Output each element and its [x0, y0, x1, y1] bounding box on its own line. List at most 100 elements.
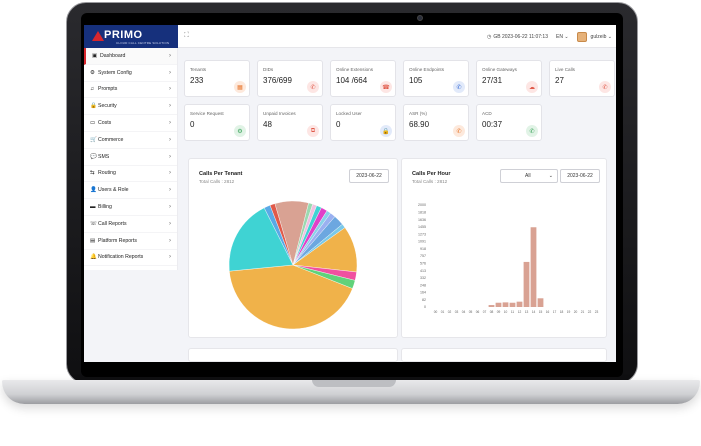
pie-slice[interactable]: [229, 264, 353, 330]
dashboard-icon: ▣: [92, 52, 98, 59]
brand-tagline: CLOUD CALL CENTRE SOLUTION: [116, 41, 170, 45]
x-tick-label: 10: [504, 310, 508, 314]
sidebar-item-commerce[interactable]: 🛒 Commerce ›: [84, 132, 177, 149]
tenant-pie-chart: [228, 200, 358, 330]
stat-card-asr-[interactable]: ASR (%) 68.90 ✆: [403, 104, 469, 141]
hour-bar[interactable]: [502, 302, 509, 307]
clock-icon: ◷: [486, 33, 492, 40]
sidebar-item-label: Users & Role: [98, 187, 129, 194]
card-value: 376/699: [263, 76, 292, 85]
sidebar-item-routing[interactable]: ⇆ Routing ›: [84, 166, 177, 183]
sidebar-item-platform-reports[interactable]: ▤ Platform Reports ›: [84, 233, 177, 250]
sidebar-item-dashboard[interactable]: ▣ Dashboard ›: [84, 48, 177, 65]
sidebar-item-costs[interactable]: ▭ Costs ›: [84, 115, 177, 132]
datetime: GB 2023-06-22 11:07:13: [493, 33, 548, 40]
sidebar-item-security[interactable]: 🔒 Security ›: [84, 98, 177, 116]
hour-bar[interactable]: [523, 261, 530, 307]
x-tick-label: 06: [476, 310, 480, 314]
hour-bar[interactable]: [537, 298, 544, 307]
chevron-right-icon: ›: [169, 69, 171, 76]
x-tick-label: 13: [525, 310, 529, 314]
laptop-base: [2, 380, 700, 404]
y-tick-label: 413: [420, 269, 426, 273]
tenant-date-picker[interactable]: 2023-06-22: [349, 169, 389, 183]
lower-panel-right: [401, 348, 607, 362]
x-tick-label: 19: [567, 310, 571, 314]
sidebar-item-system-config[interactable]: ⚙ System Config ›: [84, 65, 177, 82]
pie-slice[interactable]: [292, 264, 356, 289]
chat-icon: 💬: [90, 153, 97, 160]
card-title: Online Endpoints: [409, 67, 444, 72]
sidebar-item-prompts[interactable]: ♫ Prompts ›: [84, 82, 177, 99]
x-tick-label: 08: [490, 310, 494, 314]
top-bar: PRIMO CLOUD CALL CENTRE SOLUTION ⛶ ◷ GB …: [84, 25, 616, 48]
main-content: Tenants 233 ▦ DIDs 376/699 ✆ Online Extensions…: [178, 48, 616, 362]
x-tick-label: 09: [497, 310, 501, 314]
sidebar-item-label: Security: [98, 103, 117, 110]
hour-bar[interactable]: [516, 301, 523, 307]
user-menu[interactable]: gulzeib ⌄: [590, 33, 612, 40]
sidebar-item-call-reports[interactable]: ☏ Call Reports ›: [84, 216, 177, 233]
chevron-right-icon: ›: [169, 237, 171, 244]
camera-dot: [417, 15, 423, 21]
hour-bar-chart: 0 82 164 248 332 413 576 757 918 1091 1273 1455 1636…: [418, 203, 598, 314]
hour-bar[interactable]: [488, 305, 495, 307]
stat-card-tenants[interactable]: Tenants 233 ▦: [184, 60, 250, 97]
lock-icon: 🔒: [90, 103, 97, 110]
x-tick-label: 03: [455, 310, 459, 314]
invoice-icon: ⧉: [307, 125, 319, 137]
x-tick-label: 17: [553, 310, 557, 314]
fullscreen-icon[interactable]: ⛶: [184, 32, 189, 39]
hour-bar[interactable]: [509, 302, 516, 307]
sidebar-item-users-role[interactable]: 👤 Users & Role ›: [84, 182, 177, 200]
language-select[interactable]: EN ⌄: [556, 33, 569, 40]
sidebar-item-notification-reports[interactable]: 🔔 Notification Reports ›: [84, 250, 177, 267]
sidebar-item-label: Platform Reports: [98, 237, 137, 244]
card-title: ASR (%): [409, 111, 427, 116]
chevron-right-icon: ›: [169, 136, 171, 143]
sidebar-item-billing[interactable]: ▬ Billing ›: [84, 199, 177, 216]
hour-filter-select[interactable]: All ⌄: [500, 169, 558, 183]
routing-icon: ⇆: [90, 170, 95, 177]
x-tick-label: 20: [574, 310, 578, 314]
language-label: EN: [556, 33, 563, 40]
hour-bar[interactable]: [530, 227, 537, 307]
phone-icon: ✆: [307, 81, 319, 93]
phone-icon: ✆: [526, 125, 538, 137]
stat-card-live-calls[interactable]: Live Calls 27 ✆: [549, 60, 615, 97]
y-tick-label: 576: [420, 261, 426, 265]
pie-slice[interactable]: [228, 207, 294, 272]
phone-icon: ✆: [599, 81, 611, 93]
gear-icon: ⚙: [234, 125, 246, 137]
sidebar-item-sms[interactable]: 💬 SMS ›: [84, 149, 177, 166]
stat-card-online-extensions[interactable]: Online Extensions 104 /664 ☎: [330, 60, 396, 97]
x-tick-label: 16: [546, 310, 550, 314]
brand-name: PRIMO: [104, 29, 143, 41]
report-icon: ☏: [90, 220, 97, 227]
stat-card-online-gateways[interactable]: Online Gateways 27/31 ☁: [476, 60, 542, 97]
y-tick-label: 1273: [418, 232, 426, 236]
stat-card-unpaid-invoices[interactable]: Unpaid Invoices 48 ⧉: [257, 104, 323, 141]
card-value: 105: [409, 76, 423, 85]
x-tick-label: 11: [511, 310, 515, 314]
x-tick-label: 02: [448, 310, 452, 314]
x-tick-label: 04: [462, 310, 466, 314]
bell-icon: 🔔: [90, 254, 97, 261]
card-title: Service Request: [190, 111, 224, 116]
hour-date-picker[interactable]: 2023-06-22: [560, 169, 600, 183]
stat-card-service-request[interactable]: Service Request 0 ⚙: [184, 104, 250, 141]
calls-per-tenant-panel: Calls Per Tenant Total Calls : 2812 2023…: [188, 158, 398, 338]
y-tick-label: 1818: [418, 210, 426, 214]
stat-card-locked-user[interactable]: Locked User 0 🔒: [330, 104, 396, 141]
card-value: 233: [190, 76, 204, 85]
card-value: 48: [263, 120, 272, 129]
brand-logo[interactable]: PRIMO CLOUD CALL CENTRE SOLUTION: [84, 25, 178, 48]
chevron-right-icon: ›: [169, 86, 171, 93]
avatar[interactable]: [576, 31, 587, 42]
hour-bar[interactable]: [495, 302, 502, 307]
stat-card-dids[interactable]: DIDs 376/699 ✆: [257, 60, 323, 97]
lower-panel-left: [188, 348, 398, 362]
sidebar-item-label: Costs: [98, 120, 112, 127]
stat-card-online-endpoints[interactable]: Online Endpoints 105 ✆: [403, 60, 469, 97]
stat-card-acd[interactable]: ACD 00:37 ✆: [476, 104, 542, 141]
